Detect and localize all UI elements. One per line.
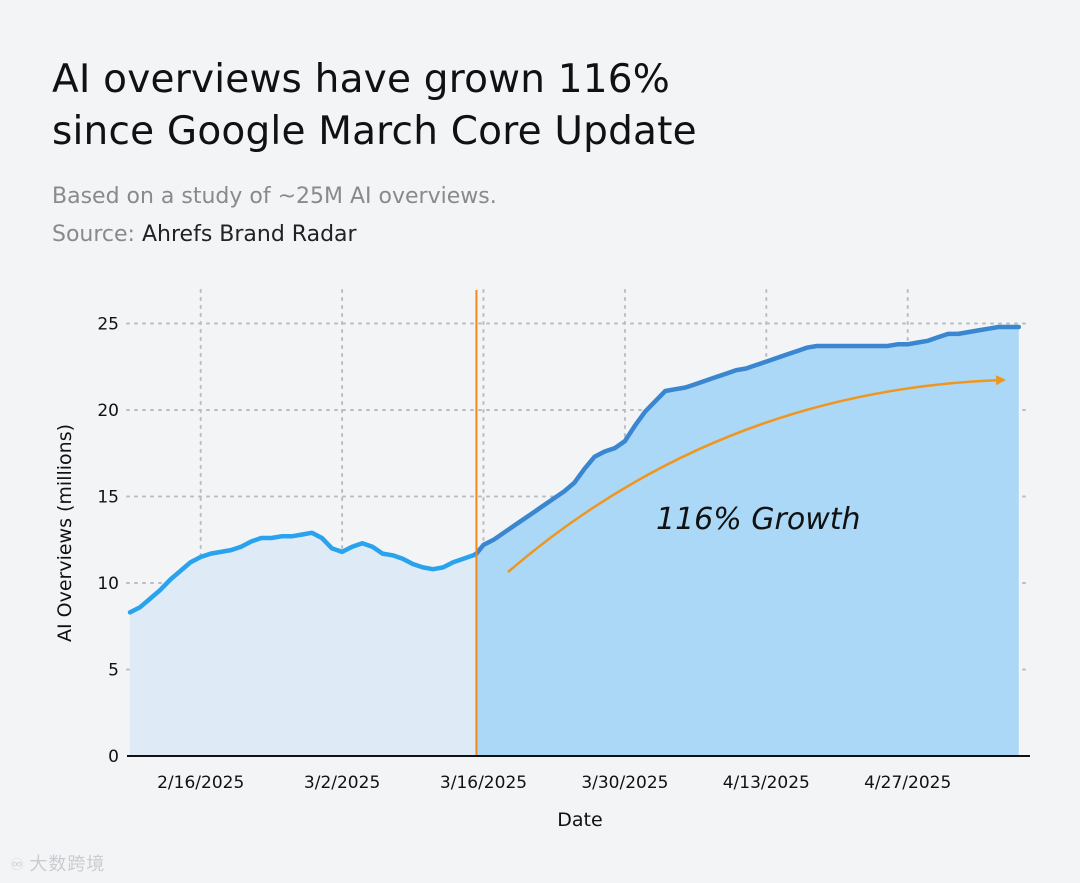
chart-subtitle: Based on a study of ~25M AI overviews. S… (52, 178, 497, 254)
watermark: ♾ 大数跨境 (10, 850, 105, 876)
y-tick-label: 20 (97, 401, 119, 421)
y-tick-label: 15 (97, 488, 119, 508)
area-fill-after-update (476, 327, 1019, 756)
y-tick-label: 25 (97, 315, 119, 335)
growth-arrow (507, 375, 1006, 573)
x-tick-label: 4/27/2025 (864, 773, 951, 793)
x-tick-label: 3/2/2025 (304, 773, 380, 793)
title-line-1: AI overviews have grown 116% (52, 57, 671, 102)
watermark-text: 大数跨境 (29, 854, 106, 875)
x-tick-label: 3/30/2025 (581, 773, 668, 793)
y-tick-label: 5 (108, 661, 119, 681)
source-line: Source: Ahrefs Brand Radar (52, 216, 497, 254)
growth-annotation: 116% Growth (656, 502, 861, 537)
y-tick-label: 10 (97, 574, 119, 594)
area-fills (130, 327, 1019, 756)
series-line-after-update (474, 324, 1022, 556)
y-axis-label: AI Overviews (millions) (54, 424, 76, 642)
source-label: Source: (52, 222, 135, 247)
title-line-2: since Google March Core Update (52, 109, 697, 154)
chart-title: AI overviews have grown 116% since Googl… (52, 54, 1032, 158)
series-lines (127, 290, 1022, 756)
x-tick-label: 4/13/2025 (723, 773, 810, 793)
y-tick-label: 0 (108, 747, 119, 767)
x-tick-label: 2/16/2025 (157, 773, 244, 793)
annotations: 116% Growth (507, 375, 1006, 573)
x-axis-label: Date (557, 809, 602, 831)
series-line-before-update (127, 530, 479, 615)
source-name: Ahrefs Brand Radar (141, 222, 357, 247)
axes: 0 5 10 15 20 25 2/16/2025 3/2/2025 3/16/2025 3/30… (97, 315, 1030, 793)
watermark-logo-icon: ♾ (10, 855, 26, 874)
study-note: Based on a study of ~25M AI overviews. (52, 184, 497, 209)
area-fill-before-update (130, 532, 477, 756)
x-tick-label: 3/16/2025 (440, 773, 527, 793)
